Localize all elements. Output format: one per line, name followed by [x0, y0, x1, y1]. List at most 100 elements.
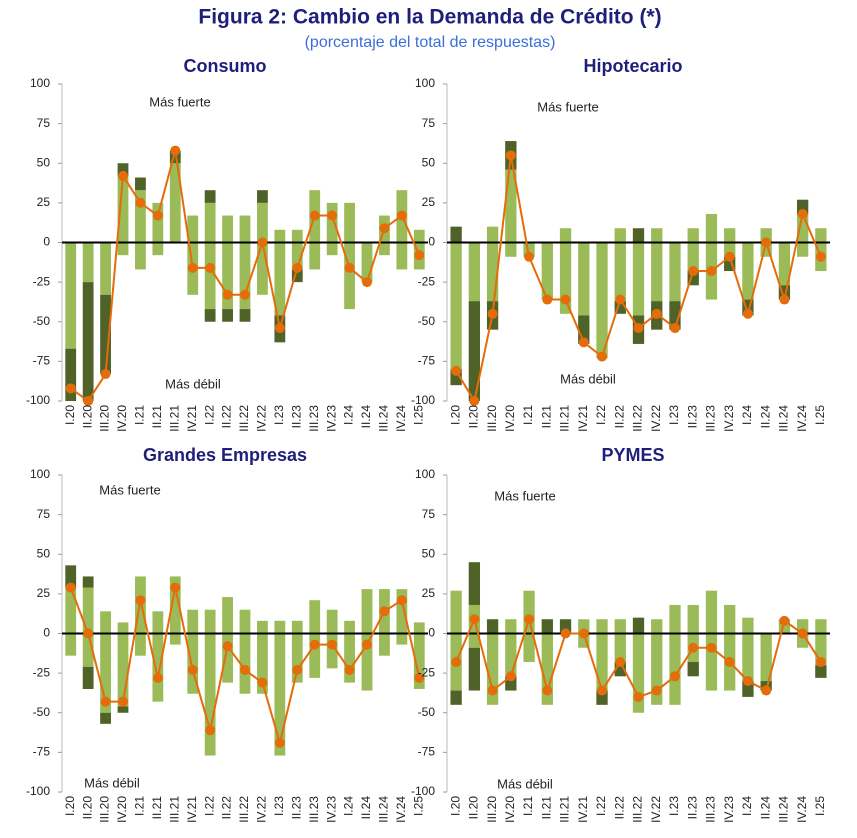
x-tick-label: IV.24 — [394, 405, 408, 432]
bar-segment — [778, 619, 791, 634]
x-tick-label: II.21 — [150, 405, 164, 429]
bar-segment — [724, 228, 736, 243]
net-point — [542, 294, 553, 305]
x-tick-label: I.20 — [448, 796, 462, 816]
bar-segment — [760, 633, 772, 682]
x-tick-label: I.23 — [667, 405, 681, 425]
net-point — [362, 639, 372, 650]
bar-segment — [274, 229, 286, 243]
x-tick-label: I.22 — [202, 405, 216, 425]
bar-segment — [117, 242, 129, 256]
bar-segment — [257, 620, 268, 634]
net-point — [274, 323, 285, 334]
y-tick-label: -75 — [33, 745, 51, 759]
bar-segment — [291, 633, 303, 683]
bar-segment — [274, 633, 286, 756]
bar-segment — [117, 175, 129, 243]
bar-segment — [778, 242, 791, 286]
y-tick-label: 50 — [37, 546, 51, 560]
x-tick-label: IV.20 — [115, 405, 129, 432]
net-point — [742, 308, 753, 319]
bar-segment — [309, 633, 321, 678]
net-point — [187, 664, 198, 675]
x-tick-label: III.20 — [485, 405, 499, 432]
x-tick-label: II.24 — [359, 405, 373, 429]
y-tick-label: -100 — [26, 784, 50, 798]
y-tick-label: -50 — [418, 705, 436, 719]
bar-segment — [651, 242, 663, 302]
net-point — [469, 614, 480, 625]
y-tick-label: -50 — [33, 314, 51, 328]
bar-segment — [379, 633, 390, 656]
bar-segment — [669, 301, 681, 330]
net-point — [170, 145, 181, 156]
x-tick-label: III.20 — [485, 796, 499, 823]
y-tick-label: 75 — [422, 116, 436, 130]
bar-segment — [486, 633, 499, 705]
bar-segment — [65, 633, 77, 656]
bar-segment — [326, 242, 338, 256]
bar-segment — [651, 228, 663, 243]
bar-segment — [486, 619, 499, 634]
y-tick-label: 0 — [428, 626, 435, 640]
y-tick-label: 75 — [37, 507, 51, 521]
net-point — [724, 657, 735, 668]
bar-segment — [65, 348, 77, 401]
bar-segment — [222, 242, 233, 310]
bar-segment — [596, 619, 608, 634]
bar-segment — [326, 202, 338, 243]
bar-segment — [505, 633, 517, 677]
net-point — [451, 365, 462, 376]
x-tick-label: III.21 — [167, 796, 181, 823]
bar-segment — [450, 226, 462, 243]
bar-segment — [65, 242, 77, 349]
net-point — [362, 277, 372, 288]
net-point — [524, 251, 535, 262]
bar-segment — [117, 706, 129, 713]
bar-segment — [291, 620, 303, 634]
bar-segment — [815, 228, 827, 243]
bar-segment — [100, 633, 111, 713]
y-tick-label: 75 — [37, 116, 51, 130]
x-tick-label: III.23 — [307, 796, 321, 823]
bar-segment — [344, 620, 355, 634]
x-tick-label: II.21 — [539, 405, 553, 429]
x-tick-label: II.22 — [220, 796, 234, 820]
bar-segment — [596, 690, 608, 705]
x-tick-label: III.24 — [777, 405, 791, 432]
x-tick-label: IV.24 — [795, 796, 809, 823]
bar-segment — [505, 676, 517, 691]
net-point — [688, 642, 699, 653]
bar-segment — [291, 229, 303, 243]
x-tick-label: II.23 — [289, 405, 303, 429]
bar-segment — [413, 229, 425, 243]
bar-segment — [541, 619, 553, 634]
x-tick-label: IV.23 — [324, 796, 338, 823]
y-tick-label: 50 — [422, 155, 436, 169]
bar-segment — [614, 662, 626, 677]
bar-segment — [239, 609, 251, 634]
net-point — [797, 208, 808, 219]
x-tick-label: IV.21 — [576, 796, 590, 823]
net-point — [327, 639, 338, 650]
bar-segment — [505, 242, 517, 257]
net-point — [344, 664, 355, 675]
bar-segment — [291, 269, 303, 283]
bar-segment — [361, 633, 373, 691]
bar-segment — [468, 633, 481, 648]
net-point — [597, 685, 608, 696]
y-tick-label: 100 — [415, 76, 435, 90]
y-tick-label: 25 — [422, 195, 436, 209]
net-point — [706, 266, 717, 277]
panel-title: Grandes Empresas — [143, 445, 307, 465]
x-tick-label: IV.22 — [255, 796, 269, 823]
x-tick-label: III.23 — [704, 405, 718, 432]
net-point — [615, 294, 626, 305]
bar-segment — [632, 633, 645, 713]
bar-segment — [169, 633, 181, 645]
x-tick-label: II.23 — [685, 796, 699, 820]
bar-segment — [152, 242, 164, 256]
x-tick-label: I.24 — [342, 796, 356, 816]
x-tick-label: III.22 — [631, 796, 645, 823]
y-tick-label: -50 — [418, 314, 436, 328]
